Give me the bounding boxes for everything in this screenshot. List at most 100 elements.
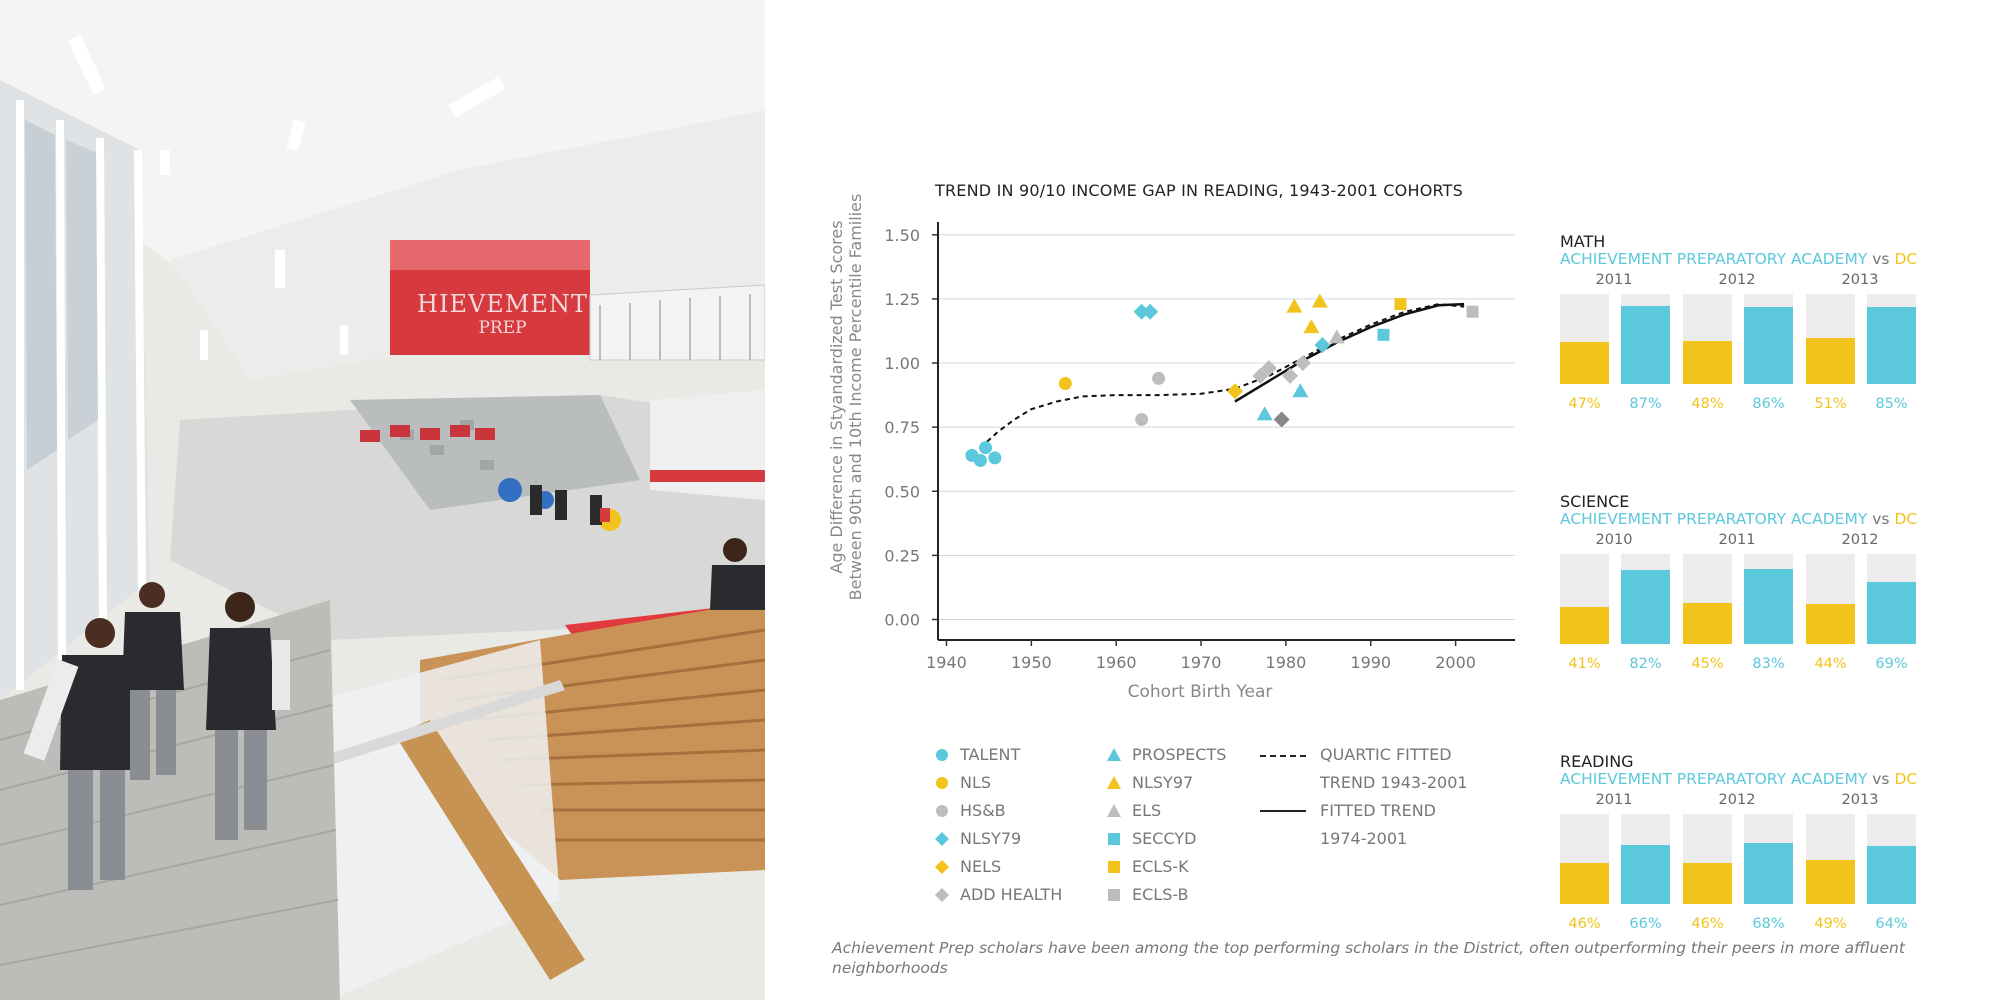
panel-subtitle: ACHIEVEMENT PREPARATORY ACADEMY vs DC xyxy=(1560,510,1917,528)
data-point xyxy=(1152,371,1166,385)
data-point xyxy=(1058,377,1072,391)
vs-label: vs xyxy=(1872,250,1890,268)
x-tick-label: 1940 xyxy=(926,653,967,672)
dc-percent-label: 46% xyxy=(1691,916,1724,932)
y-tick-label: 0.25 xyxy=(884,546,920,565)
data-point xyxy=(1292,383,1309,398)
year-label: 2012 xyxy=(1841,532,1879,548)
diamond-marker-icon xyxy=(935,860,949,874)
legend-label: ADD HEALTH xyxy=(960,885,1063,904)
year-label: 2013 xyxy=(1841,792,1879,808)
dc-bar xyxy=(1806,860,1855,904)
school-percent-label: 87% xyxy=(1629,396,1662,412)
school-name: ACHIEVEMENT PREPARATORY ACADEMY xyxy=(1560,770,1868,788)
dc-bar xyxy=(1683,603,1732,644)
school-bar-track xyxy=(1621,554,1670,644)
year-label: 2013 xyxy=(1841,272,1879,288)
circle-marker-icon xyxy=(936,805,948,817)
data-point xyxy=(1394,298,1407,311)
circle-marker-icon xyxy=(936,749,948,761)
school-name: ACHIEVEMENT PREPARATORY ACADEMY xyxy=(1560,250,1868,268)
data-point xyxy=(1286,298,1303,313)
school-bar xyxy=(1744,569,1793,644)
legend-label: ECLS-K xyxy=(1132,857,1189,876)
fitted-trend-line xyxy=(1234,302,1465,403)
diamond-marker-icon xyxy=(935,832,949,846)
school-bar-track xyxy=(1621,814,1670,904)
school-bar xyxy=(1621,570,1670,644)
y-tick-label: 0.75 xyxy=(884,418,920,437)
data-point xyxy=(1260,360,1277,377)
school-interior-photo: HIEVEMENT PREP xyxy=(0,0,765,1000)
school-name: ACHIEVEMENT PREPARATORY ACADEMY xyxy=(1560,510,1868,528)
y-axis-label: Age Difference in Styandardized Test Sco… xyxy=(827,193,865,601)
legend-label: ELS xyxy=(1132,801,1162,820)
dc-bar xyxy=(1560,342,1609,384)
panel-title: SCIENCE xyxy=(1560,492,1630,511)
school-bar xyxy=(1867,307,1916,384)
y-tick-label: 0.50 xyxy=(884,482,920,501)
vs-label: vs xyxy=(1872,510,1890,528)
x-tick-label: 1970 xyxy=(1181,653,1222,672)
school-bar xyxy=(1744,307,1793,384)
data-point xyxy=(1303,319,1320,334)
school-sign-text: HIEVEMENT xyxy=(417,290,588,318)
school-percent-label: 64% xyxy=(1875,916,1908,932)
school-percent-label: 66% xyxy=(1629,916,1662,932)
panel-science: SCIENCE ACHIEVEMENT PREPARATORY ACADEMY v… xyxy=(1560,492,1920,692)
legend-fitted-label: FITTED TREND xyxy=(1320,801,1436,820)
legend-quartic-label-2: TREND 1943-2001 xyxy=(1320,773,1468,792)
legend-label: ECLS-B xyxy=(1132,885,1189,904)
dc-bar-track xyxy=(1806,554,1855,644)
dashed-line-icon xyxy=(1260,755,1306,757)
legend-label: NLS xyxy=(960,773,992,792)
data-point xyxy=(1226,383,1243,400)
dc-percent-label: 47% xyxy=(1568,396,1601,412)
data-point xyxy=(1377,328,1390,341)
x-axis-label: Cohort Birth Year xyxy=(1127,682,1273,702)
dc-bar-track xyxy=(1806,814,1855,904)
legend-label: HS&B xyxy=(960,801,1006,820)
triangle-marker-icon xyxy=(1107,804,1121,817)
school-percent-label: 86% xyxy=(1752,396,1785,412)
legend-label: SECCYD xyxy=(1132,829,1197,848)
data-point xyxy=(979,441,993,455)
dc-bar-track xyxy=(1683,554,1732,644)
vs-label: vs xyxy=(1872,770,1890,788)
panel-title: MATH xyxy=(1560,232,1606,251)
dc-bar xyxy=(1683,863,1732,904)
panel-subtitle: ACHIEVEMENT PREPARATORY ACADEMY vs DC xyxy=(1560,770,1917,788)
y-tick-label: 1.25 xyxy=(884,290,920,309)
data-point xyxy=(1252,367,1269,384)
data-point xyxy=(1133,303,1150,320)
square-marker-icon xyxy=(1108,889,1120,901)
dc-percent-label: 48% xyxy=(1691,396,1724,412)
data-point xyxy=(1311,293,1328,308)
legend-label: PROSPECTS xyxy=(1132,745,1227,764)
school-bar-track xyxy=(1867,294,1916,384)
school-bar-track xyxy=(1867,814,1916,904)
dc-bar-track xyxy=(1683,294,1732,384)
data-point xyxy=(1256,406,1273,421)
dc-bar xyxy=(1806,604,1855,644)
dc-percent-label: 51% xyxy=(1814,396,1847,412)
school-percent-label: 85% xyxy=(1875,396,1908,412)
legend-quartic-label: QUARTIC FITTED xyxy=(1320,745,1452,764)
y-tick-label: 1.50 xyxy=(884,226,920,245)
legend-label: NLSY97 xyxy=(1132,773,1194,792)
dc-label: DC xyxy=(1894,250,1918,268)
year-label: 2012 xyxy=(1718,792,1756,808)
year-label: 2011 xyxy=(1718,532,1756,548)
school-bar xyxy=(1867,846,1916,904)
x-tick-label: 1980 xyxy=(1266,653,1307,672)
dc-bar xyxy=(1806,338,1855,384)
data-point xyxy=(1328,329,1345,344)
school-bar-track xyxy=(1744,814,1793,904)
triangle-marker-icon xyxy=(1107,776,1121,789)
school-sign-subtext: PREP xyxy=(478,318,527,338)
year-label: 2011 xyxy=(1595,792,1633,808)
school-bar xyxy=(1621,306,1670,384)
year-label: 2011 xyxy=(1595,272,1633,288)
dc-bar-track xyxy=(1560,814,1609,904)
triangle-marker-icon xyxy=(1107,748,1121,761)
